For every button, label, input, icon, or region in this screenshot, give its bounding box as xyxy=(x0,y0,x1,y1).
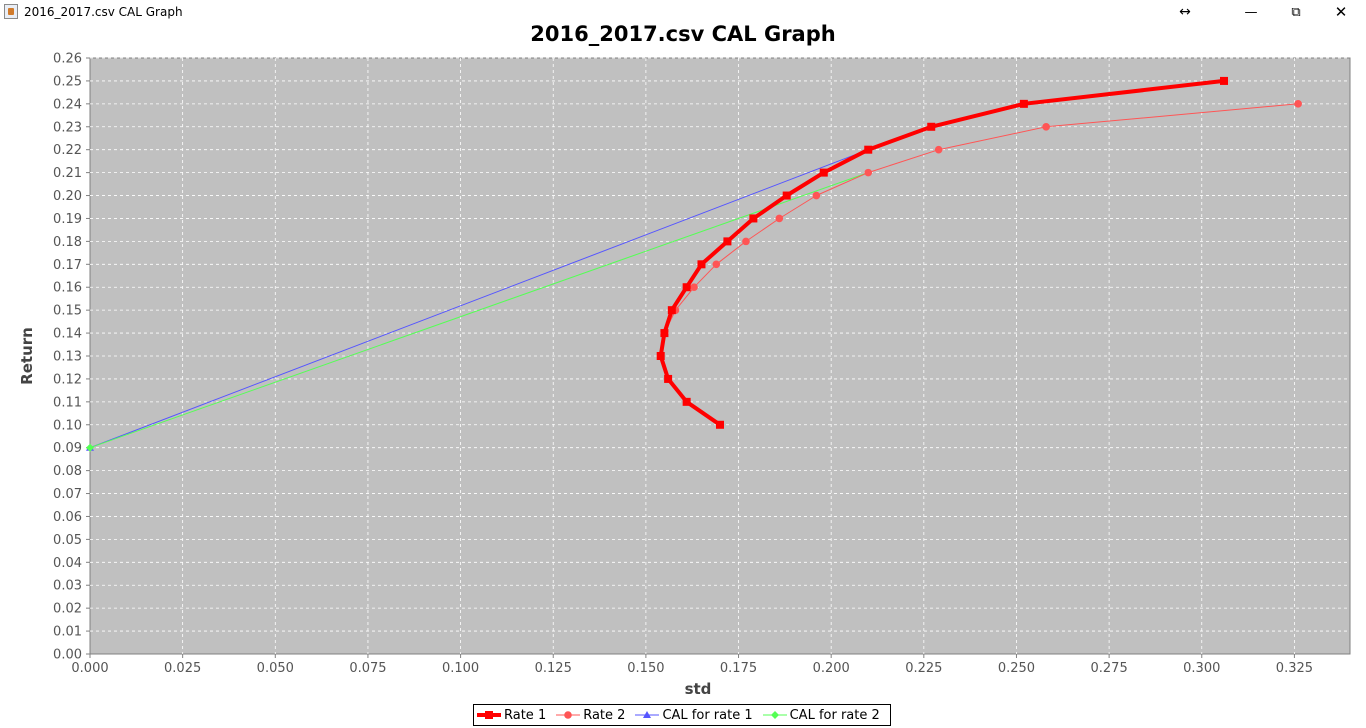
point-rate-2 xyxy=(712,260,721,269)
point-rate-2 xyxy=(1042,122,1050,131)
legend-item-cal-for-rate-1: CAL for rate 1 xyxy=(634,707,753,723)
y-tick-label: 0.09 xyxy=(53,441,82,456)
point-rate-1 xyxy=(1019,99,1028,108)
point-rate-1 xyxy=(682,397,691,406)
y-tick-label: 0.26 xyxy=(53,52,82,67)
x-tick-label: 0.025 xyxy=(164,661,201,676)
y-tick-label: 0.07 xyxy=(53,487,82,502)
y-tick-label: 0.16 xyxy=(53,281,82,296)
y-tick-label: 0.10 xyxy=(53,418,82,433)
legend-swatch xyxy=(635,711,660,718)
y-tick-label: 0.13 xyxy=(53,350,82,365)
y-tick-label: 0.01 xyxy=(53,625,82,640)
y-tick-label: 0.22 xyxy=(53,143,82,158)
point-rate-1 xyxy=(927,122,936,131)
chart-title: 2016_2017.csv CAL Graph xyxy=(530,22,836,46)
y-tick-label: 0.04 xyxy=(53,556,82,571)
window-titlebar: 2016_2017.csv CAL Graph ↔ — ⧉ ✕ xyxy=(0,0,1366,24)
point-cal-for-rate-2 xyxy=(86,443,94,452)
point-rate-2 xyxy=(864,168,873,177)
y-tick-label: 0.02 xyxy=(53,602,82,617)
point-rate-1 xyxy=(682,283,691,292)
legend-label: Rate 2 xyxy=(583,707,626,723)
y-tick-label: 0.18 xyxy=(53,235,82,250)
x-tick-label: 0.275 xyxy=(1091,661,1128,676)
legend-item-cal-for-rate-2: CAL for rate 2 xyxy=(762,708,880,723)
y-tick-label: 0.17 xyxy=(53,258,82,273)
y-tick-label: 0.03 xyxy=(53,579,82,594)
series-line-rate-1 xyxy=(658,78,1225,427)
x-tick-label: 0.250 xyxy=(998,661,1035,676)
point-rate-2 xyxy=(812,191,821,200)
legend-swatch xyxy=(477,711,501,719)
point-rate-1 xyxy=(697,260,706,269)
x-tick-label: 0.075 xyxy=(349,661,386,676)
y-tick-label: 0.20 xyxy=(53,189,82,204)
point-rate-1 xyxy=(664,374,673,383)
x-tick-label: 0.150 xyxy=(627,661,664,676)
legend-swatch xyxy=(556,711,581,719)
y-tick-label: 0.19 xyxy=(53,212,82,227)
point-rate-2 xyxy=(934,145,943,154)
legend-item-rate-2: Rate 2 xyxy=(555,708,625,723)
y-tick-label: 0.12 xyxy=(53,372,82,387)
restore-button[interactable]: ⧉ xyxy=(1291,4,1301,20)
y-tick-label: 0.25 xyxy=(53,74,82,89)
point-rate-2 xyxy=(775,214,784,223)
point-rate-1 xyxy=(667,306,676,315)
java-app-icon xyxy=(4,4,18,19)
y-tick-label: 0.08 xyxy=(53,464,82,479)
y-tick-label: 0.15 xyxy=(53,304,82,319)
x-tick-label: 0.175 xyxy=(720,661,757,676)
chart-legend: Rate 1 Rate 2 CAL for rate 1 CAL for rate 2 xyxy=(473,704,891,726)
y-tick-label: 0.11 xyxy=(53,395,82,410)
resize-icon[interactable]: ↔ xyxy=(1179,4,1191,20)
legend-label: Rate 1 xyxy=(504,707,547,723)
x-tick-label: 0.200 xyxy=(813,661,850,676)
point-rate-1 xyxy=(656,352,665,360)
y-tick-label: 0.00 xyxy=(53,648,82,663)
point-rate-2 xyxy=(742,237,750,246)
x-tick-label: 0.225 xyxy=(905,661,942,676)
y-tick-label: 0.05 xyxy=(53,533,82,548)
y-axis-label: Return xyxy=(18,327,36,385)
y-tick-label: 0.14 xyxy=(53,327,82,342)
point-rate-1 xyxy=(782,191,791,200)
legend-item-rate-1: Rate 1 xyxy=(476,708,546,723)
series-line-cal-for-rate-1 xyxy=(89,149,869,449)
legend-label: CAL for rate 1 xyxy=(662,707,753,723)
point-rate-1 xyxy=(716,420,724,429)
x-tick-label: 0.050 xyxy=(257,661,294,676)
x-tick-label: 0.325 xyxy=(1276,661,1313,676)
y-tick-label: 0.21 xyxy=(53,166,82,181)
point-rate-1 xyxy=(660,329,669,338)
point-rate-2 xyxy=(690,283,698,292)
x-axis-label: std xyxy=(685,680,712,698)
point-rate-1 xyxy=(749,214,758,223)
x-tick-label: 0.100 xyxy=(442,661,479,676)
x-tick-label: 0.300 xyxy=(1183,661,1220,676)
window-title: 2016_2017.csv CAL Graph xyxy=(24,5,183,19)
legend-swatch xyxy=(762,711,787,719)
close-button[interactable]: ✕ xyxy=(1334,3,1348,21)
point-rate-2 xyxy=(1294,100,1302,108)
x-tick-label: 0.125 xyxy=(535,661,572,676)
series-line-cal-for-rate-2 xyxy=(89,172,869,449)
legend-label: CAL for rate 2 xyxy=(789,707,880,723)
y-tick-label: 0.24 xyxy=(53,97,82,112)
point-rate-1 xyxy=(1220,76,1228,85)
minimize-button[interactable]: — xyxy=(1244,4,1258,20)
x-tick-label: 0.000 xyxy=(71,661,108,676)
point-rate-1 xyxy=(723,237,732,246)
point-rate-1 xyxy=(819,168,828,177)
point-rate-1 xyxy=(864,145,873,154)
y-tick-label: 0.23 xyxy=(53,120,82,135)
y-tick-label: 0.06 xyxy=(53,510,82,525)
